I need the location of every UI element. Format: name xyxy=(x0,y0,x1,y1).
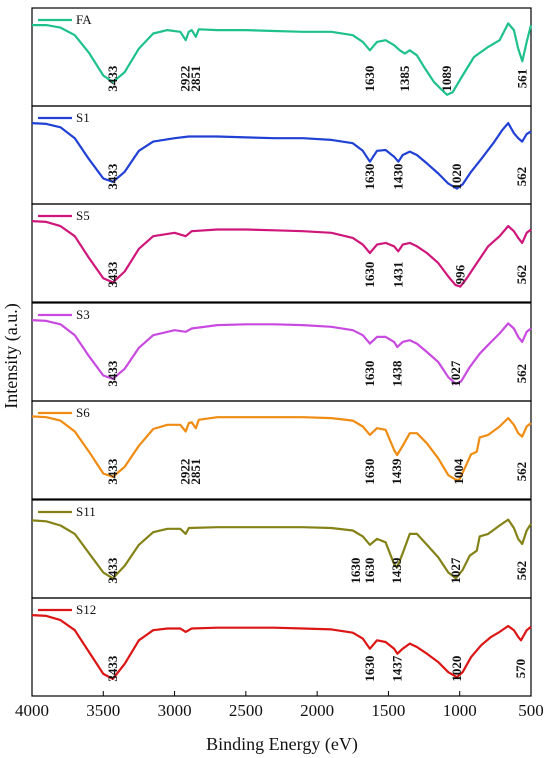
x-tick-label: 2500 xyxy=(229,701,263,720)
legend-label: S1 xyxy=(76,110,90,125)
series-line-s11 xyxy=(31,518,532,580)
peak-label: 562 xyxy=(514,462,529,482)
panel-s3: S3 3433 1630 1438 1027 562 xyxy=(31,302,532,402)
peak-label: 1630 xyxy=(362,459,377,485)
series-line-s12 xyxy=(31,614,532,680)
peak-label: 1027 xyxy=(448,557,463,584)
series-line-s5 xyxy=(31,220,532,288)
x-tick-label: 1500 xyxy=(371,701,405,720)
x-tick-label: 500 xyxy=(518,701,544,720)
y-axis-label: Intensity (a.u.) xyxy=(1,303,22,408)
peak-label: 996 xyxy=(452,264,467,284)
x-axis-label: Binding Energy (eV) xyxy=(206,734,358,755)
peak-label: 3433 xyxy=(105,65,120,92)
peak-label: 1630 xyxy=(362,558,377,584)
peak-label: 3433 xyxy=(105,360,120,387)
peak-label: 561 xyxy=(514,69,529,89)
peak-label: 1630 xyxy=(362,164,377,190)
peak-label: 1431 xyxy=(390,262,405,288)
peak-label: 1630 xyxy=(362,656,377,682)
series-line-s6 xyxy=(31,415,532,482)
x-tick-label: 3000 xyxy=(158,701,192,720)
peak-label: 3433 xyxy=(105,655,120,682)
x-tick-label: 3500 xyxy=(86,701,120,720)
peak-label: 1430 xyxy=(390,164,405,190)
peak-label: 1439 xyxy=(389,458,404,485)
peak-label: 1020 xyxy=(449,656,464,682)
legend-label: FA xyxy=(76,12,92,27)
peak-label: 562 xyxy=(514,364,529,384)
peak-label: 2851 xyxy=(188,66,203,92)
panel-s12: S12 3433 1630 1437 1020 570 xyxy=(31,597,532,697)
series-line-s1 xyxy=(31,122,532,190)
peak-label: 1630 xyxy=(362,361,377,387)
peak-label: 1630 xyxy=(362,66,377,92)
peak-label: 1089 xyxy=(439,65,454,92)
series-line-fa xyxy=(32,22,533,96)
peak-label: 1630 xyxy=(348,558,363,584)
peak-label: 3433 xyxy=(105,163,120,190)
peak-label: 2922 xyxy=(178,459,193,485)
x-axis: 4000 3500 3000 2500 2000 1500 1000 500 xyxy=(15,691,544,720)
peak-label: 1020 xyxy=(449,164,464,190)
peak-label: 1630 xyxy=(362,262,377,288)
peak-label: 1385 xyxy=(397,65,412,92)
x-tick-label: 2000 xyxy=(300,701,334,720)
peak-label: 3433 xyxy=(105,557,120,584)
x-tick-label: 4000 xyxy=(15,701,49,720)
peak-label: 1438 xyxy=(389,360,404,387)
peak-label: 570 xyxy=(513,659,528,679)
legend-label: S6 xyxy=(76,405,90,420)
panel-s5: S5 3433 1630 1431 996 562 xyxy=(31,203,532,303)
peak-label: 562 xyxy=(514,167,529,187)
peak-label: 3433 xyxy=(105,261,120,288)
peak-label: 562 xyxy=(514,265,529,285)
peak-label: 2851 xyxy=(188,459,203,485)
legend-label: S5 xyxy=(76,208,90,223)
legend-label: S12 xyxy=(76,602,96,617)
legend-label: S3 xyxy=(76,307,90,322)
peak-label: 2922 xyxy=(178,66,193,92)
legend-label: S11 xyxy=(76,504,96,519)
panel-s1: S1 3433 1630 1430 1020 562 xyxy=(31,105,532,205)
peak-label: 1439 xyxy=(389,557,404,584)
panel-frame xyxy=(31,203,532,303)
peak-label: 1437 xyxy=(389,655,404,682)
series-line-s3 xyxy=(31,319,532,385)
peak-label: 562 xyxy=(514,561,529,581)
peak-label: 1027 xyxy=(448,360,463,387)
peak-label: 3433 xyxy=(105,458,120,485)
panel-frame xyxy=(31,400,532,500)
x-tick-label: 1000 xyxy=(443,701,477,720)
peak-label: 1004 xyxy=(451,458,466,485)
panel-frame xyxy=(31,597,532,697)
